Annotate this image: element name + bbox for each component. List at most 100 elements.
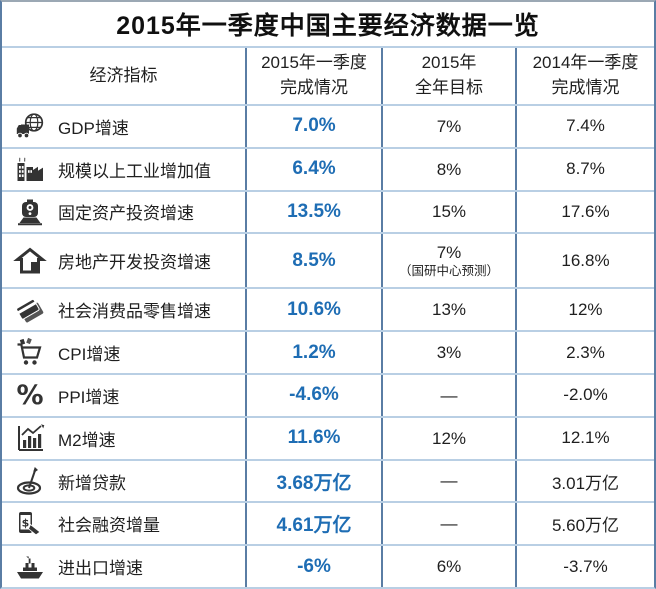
svg-text:%: %: [16, 380, 43, 411]
q1-2015-value: -6%: [247, 546, 383, 587]
target-2015-value: —: [440, 514, 458, 534]
header-indicator-label: 经济指标: [89, 65, 158, 85]
target-2015-cell: 7% （国研中心预测）: [383, 234, 517, 288]
indicator-cell: 房地产开发投资增速: [2, 234, 247, 288]
target-2015-value: 7%: [436, 243, 462, 263]
house-icon: [12, 244, 48, 278]
q1-2015-value: 3.68万亿: [247, 460, 383, 502]
train-icon: [12, 195, 48, 229]
q1-2014-value: 17.6%: [561, 201, 610, 221]
indicator-label: 社会融资增量: [58, 516, 160, 536]
table-row: % PPI增速 -4.6% — -2.0%: [2, 375, 654, 418]
table-row: 房地产开发投资增速 8.5% 7% （国研中心预测） 16.8%: [2, 234, 654, 290]
table-row: 规模以上工业增加值 6.4% 8% 8.7%: [2, 148, 654, 192]
target-2015-value: 3%: [436, 342, 462, 362]
indicator-cell: $ 社会融资增量: [2, 503, 247, 545]
table-row: 新增贷款 3.68万亿 — 3.01万亿: [2, 460, 654, 504]
shopping-cart-icon: [12, 336, 48, 370]
q1-2015-value: -4.6%: [247, 375, 383, 416]
table-row: GDP增速 7.0% 7% 7.4%: [2, 106, 654, 149]
truck-globe-icon: [12, 109, 48, 143]
q1-2014-value: 3.01万亿: [551, 473, 620, 493]
q1-2014-value: 7.4%: [566, 116, 605, 136]
target-2015-cell: —: [383, 375, 517, 416]
q1-2015-value: 1.2%: [247, 332, 383, 374]
target-2015-cell: 7%: [383, 106, 517, 147]
indicator-cell: M2增速: [2, 417, 247, 459]
bar-chart-icon: [12, 421, 48, 455]
indicator-cell: 规模以上工业增加值: [2, 148, 247, 190]
target-2015-cell: 6%: [383, 546, 517, 587]
indicator-cell: GDP增速: [2, 106, 247, 147]
q1-2015-value: 7.0%: [247, 106, 383, 147]
q1-2014-value: 16.8%: [561, 250, 610, 270]
indicator-cell: 固定资产投资增速: [2, 191, 247, 233]
table-row: 固定资产投资增速 13.5% 15% 17.6%: [2, 191, 654, 235]
target-dart-icon: [12, 464, 48, 498]
target-2015-cell: —: [383, 460, 517, 502]
q1-2014-value: 12%: [568, 299, 603, 319]
target-2015-value: 7%: [436, 116, 462, 136]
header-2014-q1: 2014年一季度 完成情况: [532, 53, 639, 97]
table-row: 社会消费品零售增速 10.6% 13% 12%: [2, 289, 654, 333]
svg-text:$: $: [22, 516, 30, 529]
header-row: 经济指标 2015年一季度 完成情况 2015年 全年目标 2014年一季度 完…: [2, 48, 654, 106]
indicator-label: M2增速: [58, 430, 116, 450]
table-row: M2增速 11.6% 12% 12.1%: [2, 417, 654, 461]
target-2015-value: 13%: [431, 300, 467, 320]
indicator-cell: % PPI增速: [2, 375, 247, 416]
credit-cards-icon: [12, 293, 48, 327]
indicator-cell: 新增贷款: [2, 460, 247, 502]
header-2015-q1: 2015年一季度 完成情况: [247, 48, 383, 104]
target-2015-value: —: [440, 471, 458, 491]
q1-2014-value: 8.7%: [566, 159, 605, 179]
target-2015-cell: 3%: [383, 332, 517, 374]
header-2015-target: 2015年 全年目标: [383, 48, 517, 104]
table-body: GDP增速 7.0% 7% 7.4% 规模以上工业增加值 6.4% 8% 8.7…: [2, 106, 654, 587]
factory-icon: [12, 152, 48, 186]
mobile-payment-icon: $: [12, 507, 48, 541]
indicator-label: 固定资产投资增速: [58, 204, 194, 224]
indicator-label: 社会消费品零售增速: [58, 302, 211, 322]
target-2015-value: —: [440, 385, 458, 405]
q1-2014-value: 5.60万亿: [551, 516, 620, 536]
indicator-label: 规模以上工业增加值: [58, 161, 211, 181]
target-note: （国研中心预测）: [398, 263, 499, 278]
table-row: $ 社会融资增量 4.61万亿 — 5.60万亿: [2, 503, 654, 547]
target-2015-value: 15%: [431, 202, 467, 222]
indicator-label: 房地产开发投资增速: [58, 253, 211, 273]
indicator-cell: 进出口增速: [2, 546, 247, 587]
table-title: 2015年一季度中国主要经济数据一览: [2, 2, 654, 48]
table-row: 进出口增速 -6% 6% -3.7%: [2, 546, 654, 587]
target-2015-value: 8%: [436, 159, 462, 179]
ship-icon: [12, 550, 48, 584]
target-2015-cell: —: [383, 503, 517, 545]
q1-2014-value: -2.0%: [563, 385, 608, 405]
target-2015-cell: 13%: [383, 289, 517, 331]
q1-2015-value: 11.6%: [247, 417, 383, 459]
target-2015-value: 6%: [436, 556, 462, 576]
q1-2015-value: 6.4%: [247, 148, 383, 190]
indicator-label: 进出口增速: [58, 559, 143, 579]
q1-2015-value: 8.5%: [247, 234, 383, 288]
target-2015-cell: 12%: [383, 417, 517, 459]
target-2015-cell: 15%: [383, 191, 517, 233]
indicator-label: GDP增速: [58, 118, 129, 138]
target-2015-cell: 8%: [383, 148, 517, 190]
q1-2014-value: 12.1%: [561, 428, 610, 448]
q1-2015-value: 10.6%: [247, 289, 383, 331]
q1-2014-value: -3.7%: [563, 556, 608, 576]
q1-2015-value: 4.61万亿: [247, 503, 383, 545]
indicator-label: CPI增速: [58, 345, 121, 365]
header-indicator: 经济指标: [2, 48, 247, 104]
indicator-label: 新增贷款: [58, 473, 126, 493]
indicator-label: PPI增速: [58, 387, 120, 407]
q1-2015-value: 13.5%: [247, 191, 383, 233]
target-2015-value: 12%: [431, 428, 467, 448]
percent-icon: %: [12, 378, 48, 412]
indicator-cell: 社会消费品零售增速: [2, 289, 247, 331]
table-row: CPI增速 1.2% 3% 2.3%: [2, 332, 654, 376]
q1-2014-value: 2.3%: [566, 342, 605, 362]
indicator-cell: CPI增速: [2, 332, 247, 374]
